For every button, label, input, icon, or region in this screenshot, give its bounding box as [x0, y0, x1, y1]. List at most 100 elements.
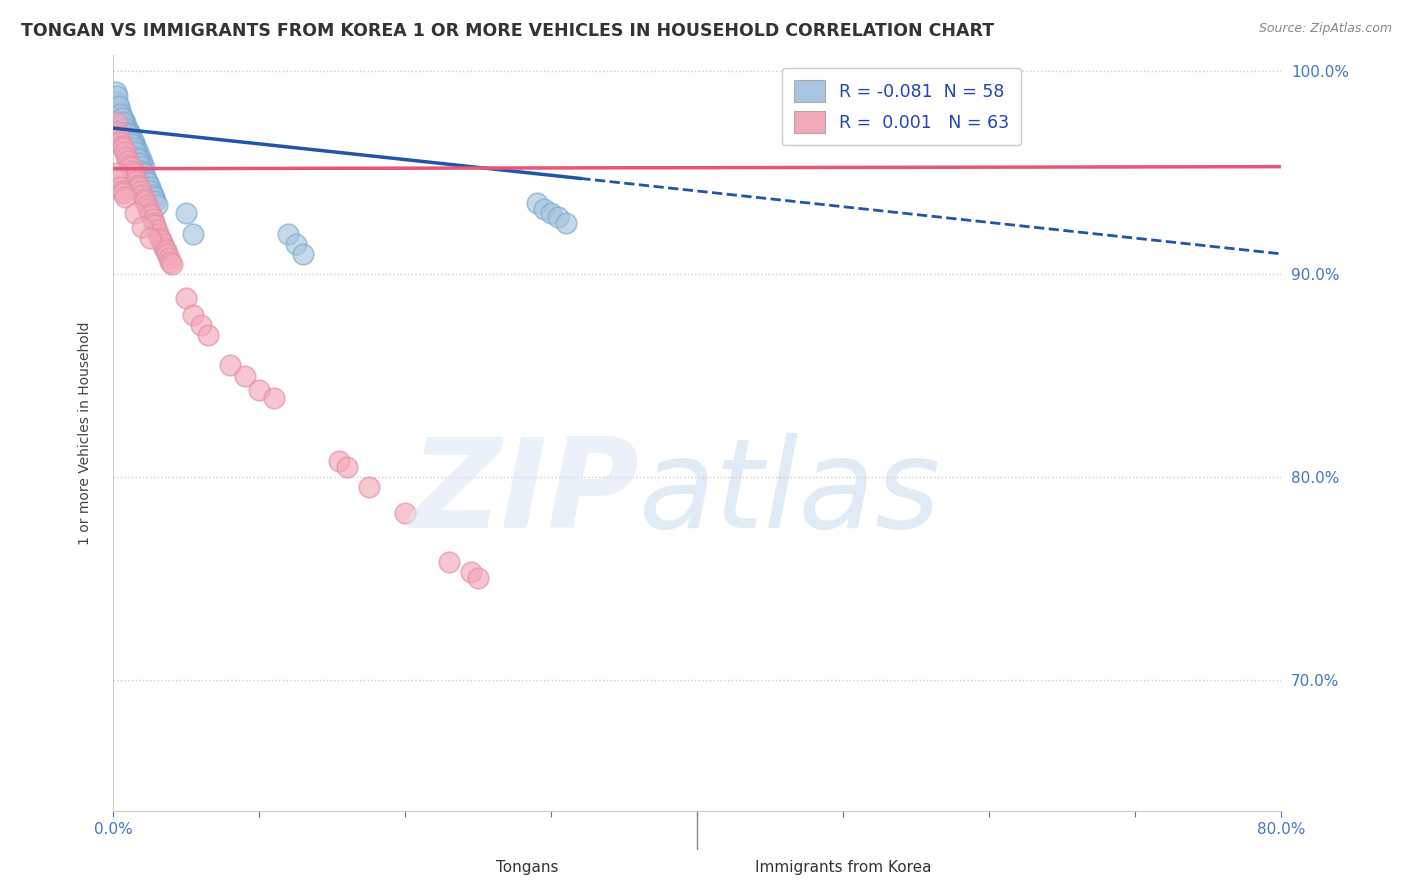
Point — [118, 131, 141, 145]
Point — [114, 115, 136, 129]
Point — [117, 123, 139, 137]
Point — [357, 480, 380, 494]
Point — [128, 149, 150, 163]
Point — [125, 141, 148, 155]
Point — [127, 152, 149, 166]
Point — [124, 206, 146, 220]
Point — [124, 169, 146, 184]
Point — [291, 247, 314, 261]
Point — [124, 145, 146, 160]
Point — [111, 111, 134, 125]
Point — [148, 227, 170, 241]
Point — [124, 139, 146, 153]
Point — [328, 453, 350, 467]
Point — [108, 129, 131, 144]
Point — [131, 188, 153, 202]
Point — [139, 208, 162, 222]
Point — [107, 125, 129, 139]
Point — [122, 141, 145, 155]
Point — [135, 174, 157, 188]
Point — [174, 292, 197, 306]
Point — [108, 101, 131, 115]
Point — [152, 236, 174, 251]
Point — [132, 192, 155, 206]
Point — [155, 243, 177, 257]
Point — [143, 190, 166, 204]
Point — [138, 230, 160, 244]
Point — [547, 211, 569, 225]
Point — [138, 180, 160, 194]
Point — [105, 166, 128, 180]
Point — [111, 184, 134, 198]
Point — [120, 160, 142, 174]
Y-axis label: 1 or more Vehicles in Household: 1 or more Vehicles in Household — [79, 321, 93, 545]
Point — [121, 131, 143, 145]
Point — [139, 184, 162, 198]
Point — [129, 184, 152, 198]
Point — [118, 158, 141, 172]
Point — [112, 141, 135, 155]
Point — [110, 107, 132, 121]
Point — [122, 136, 145, 150]
Text: TONGAN VS IMMIGRANTS FROM KOREA 1 OR MORE VEHICLES IN HOUSEHOLD CORRELATION CHAR: TONGAN VS IMMIGRANTS FROM KOREA 1 OR MOR… — [21, 22, 994, 40]
Point — [121, 137, 143, 152]
Point — [157, 251, 180, 265]
Point — [131, 155, 153, 169]
Point — [145, 219, 167, 233]
Point — [197, 328, 219, 343]
Point — [143, 216, 166, 230]
Point — [174, 206, 197, 220]
Point — [284, 236, 307, 251]
Point — [127, 178, 149, 192]
Point — [117, 127, 139, 141]
Point — [125, 149, 148, 163]
Point — [134, 169, 156, 184]
Point — [111, 109, 134, 123]
Point — [110, 180, 132, 194]
Point — [127, 145, 149, 160]
Point — [138, 206, 160, 220]
Point — [190, 318, 212, 332]
Point — [146, 222, 169, 236]
Point — [114, 190, 136, 204]
Point — [277, 227, 299, 241]
Point — [120, 129, 142, 144]
Point — [540, 206, 562, 220]
Point — [105, 115, 128, 129]
Point — [135, 198, 157, 212]
Point — [247, 383, 270, 397]
Point — [159, 255, 181, 269]
Point — [121, 163, 143, 178]
Point — [115, 119, 138, 133]
Point — [134, 194, 156, 208]
Point — [105, 85, 128, 99]
Point — [107, 169, 129, 184]
Text: Source: ZipAtlas.com: Source: ZipAtlas.com — [1258, 22, 1392, 36]
Point — [115, 149, 138, 163]
Point — [141, 188, 163, 202]
Point — [467, 571, 489, 585]
Point — [107, 95, 129, 109]
Point — [136, 202, 159, 217]
Text: Tongans: Tongans — [496, 861, 558, 875]
Point — [129, 160, 152, 174]
Point — [263, 391, 285, 405]
Point — [120, 136, 142, 150]
Text: atlas: atlas — [638, 434, 941, 554]
Point — [107, 88, 129, 103]
Point — [233, 368, 256, 383]
Point — [132, 160, 155, 174]
Point — [146, 198, 169, 212]
Point — [108, 99, 131, 113]
Point — [336, 459, 359, 474]
Point — [160, 257, 183, 271]
Point — [554, 216, 576, 230]
Point — [129, 152, 152, 166]
Point — [183, 308, 205, 322]
Point — [112, 186, 135, 200]
Point — [114, 145, 136, 160]
Point — [111, 139, 134, 153]
Point — [136, 176, 159, 190]
Legend: R = -0.081  N = 58, R =  0.001   N = 63: R = -0.081 N = 58, R = 0.001 N = 63 — [782, 68, 1021, 145]
Point — [114, 121, 136, 136]
